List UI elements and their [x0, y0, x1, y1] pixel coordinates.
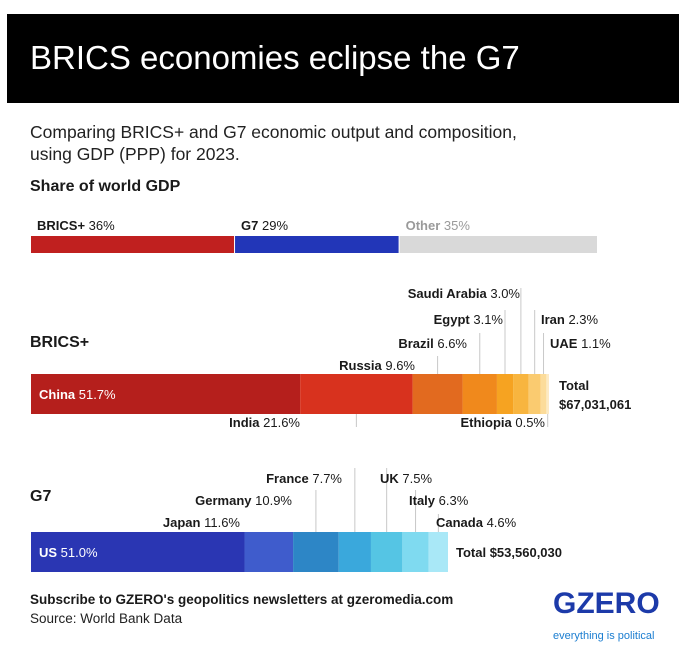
- g7-label-italy: Italy 6.3%: [409, 493, 469, 508]
- brics-bar-saudi-arabia: [513, 374, 529, 414]
- share-label-other: Other 35%: [406, 218, 471, 233]
- brics-bar-egypt: [496, 374, 514, 414]
- brics-label-russia: Russia 9.6%: [339, 358, 415, 373]
- brics-section-title: BRICS+: [30, 334, 90, 351]
- brics-label-uae: UAE 1.1%: [550, 336, 611, 351]
- g7-label-uk: UK 7.5%: [380, 471, 432, 486]
- brics-label-china: China 51.7%: [39, 387, 116, 402]
- g7-bar-japan: [244, 532, 294, 572]
- g7-label-canada: Canada 4.6%: [436, 515, 517, 530]
- subscribe-note: Subscribe to GZERO's geopolitics newslet…: [30, 592, 454, 607]
- brics-label-iran: Iran 2.3%: [541, 312, 599, 327]
- brics-bar-brazil: [462, 374, 497, 414]
- title-banner: BRICS economies eclipse the G7: [7, 14, 679, 103]
- brics-label-egypt: Egypt 3.1%: [434, 312, 504, 327]
- brics-label-india: India 21.6%: [229, 415, 300, 430]
- brics-bar-uae: [540, 374, 547, 414]
- brics-label-saudi-arabia: Saudi Arabia 3.0%: [408, 286, 521, 301]
- g7-label-france: France 7.7%: [266, 471, 342, 486]
- g7-bar-italy: [402, 532, 429, 572]
- brics-bar-china: [31, 374, 301, 414]
- brics-bar-india: [300, 374, 413, 414]
- brics-total-label: Total: [559, 378, 589, 393]
- g7-label-us: US 51.0%: [39, 545, 98, 560]
- gzero-logo: GZERO: [553, 587, 660, 620]
- share-bar-other: [399, 236, 597, 253]
- brics-bar-russia: [412, 374, 463, 414]
- share-label-g7: G7 29%: [241, 218, 288, 233]
- subtitle-line-2: using GDP (PPP) for 2023.: [30, 144, 240, 164]
- share-bar-brics-: [31, 236, 235, 253]
- brics-bar-ethiopia: [546, 374, 549, 414]
- brics-label-ethiopia: Ethiopia 0.5%: [460, 415, 545, 430]
- share-label-brics-: BRICS+ 36%: [37, 218, 115, 233]
- source-note: Source: World Bank Data: [30, 611, 183, 626]
- g7-label-japan: Japan 11.6%: [163, 515, 241, 530]
- brics-bar-iran: [528, 374, 541, 414]
- subtitle-line-1: Comparing BRICS+ and G7 economic output …: [30, 122, 517, 142]
- g7-label-germany: Germany 10.9%: [195, 493, 292, 508]
- share-bar-g7: [235, 236, 399, 253]
- logo-tagline: everything is political: [553, 630, 655, 642]
- g7-bar-germany: [293, 532, 339, 572]
- brics-label-brazil: Brazil 6.6%: [398, 336, 467, 351]
- g7-bar-canada: [428, 532, 448, 572]
- g7-bar-us: [31, 532, 245, 572]
- g7-bar-france: [338, 532, 371, 572]
- brics-total-value: $67,031,061: [559, 397, 631, 412]
- share-section-title: Share of world GDP: [30, 178, 181, 195]
- g7-bar-uk: [370, 532, 403, 572]
- page-title: BRICS economies eclipse the G7: [30, 39, 520, 76]
- g7-total: Total $53,560,030: [456, 545, 562, 560]
- g7-section-title: G7: [30, 488, 52, 505]
